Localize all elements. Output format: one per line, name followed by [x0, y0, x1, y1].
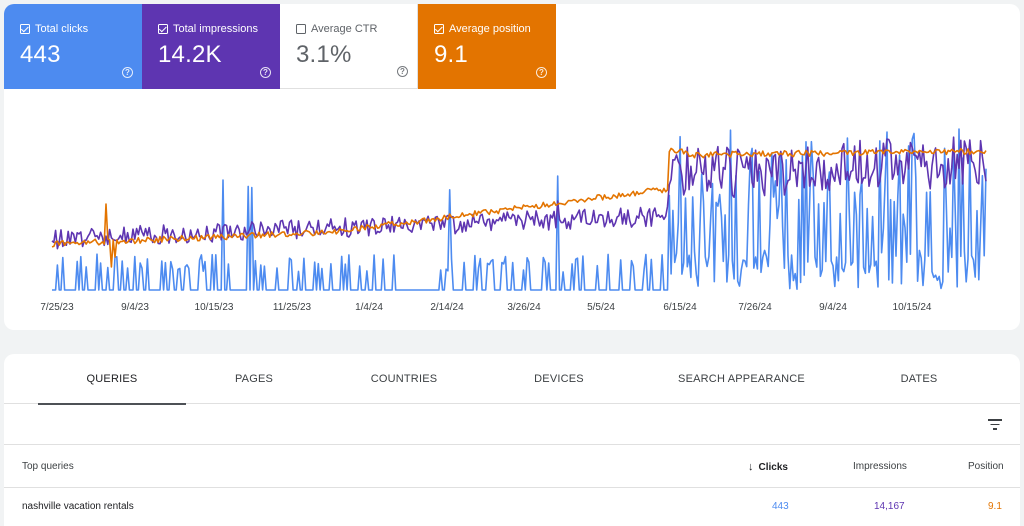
- chart-canvas: 7/25/23 9/4/23 10/15/23 11/25/23 1/4/24 2/14/…: [40, 128, 987, 313]
- table-row[interactable]: nashville vacation rentals 443 14,167 9.…: [4, 488, 1020, 526]
- series-line-total-clicks: [52, 128, 987, 291]
- sort-arrow-icon: ↓: [748, 461, 754, 473]
- query-cell[interactable]: nashville vacation rentals: [22, 501, 134, 512]
- x-tick-label: 1/4/24: [355, 302, 383, 313]
- checkbox-icon: [158, 24, 168, 34]
- table-header: Top queries ↓ Clicks Impressions Position: [4, 446, 1020, 488]
- tab-devices[interactable]: DEVICES: [534, 373, 584, 385]
- x-tick-label: 6/15/24: [663, 302, 697, 313]
- metric-label: Total clicks: [35, 23, 89, 35]
- x-tick-label: 9/4/24: [819, 302, 847, 313]
- x-tick-label: 11/25/23: [273, 302, 312, 313]
- x-tick-label: 5/5/24: [587, 302, 615, 313]
- metric-value: 3.1%: [296, 41, 352, 68]
- column-header-impressions[interactable]: Impressions: [853, 461, 907, 472]
- x-tick-label: 3/26/24: [507, 302, 541, 313]
- help-icon[interactable]: ?: [536, 67, 547, 78]
- x-tick-label: 10/15/24: [893, 302, 932, 313]
- checkbox-icon: [20, 24, 30, 34]
- series-line-average-position: [51, 147, 987, 268]
- metric-average-position[interactable]: Average position 9.1 ?: [418, 4, 556, 89]
- column-header-position[interactable]: Position: [968, 461, 1004, 472]
- help-icon[interactable]: ?: [122, 67, 133, 78]
- table-toolbar: [4, 405, 1020, 445]
- performance-card: Total clicks 443 ? Total impressions 14.…: [4, 4, 1020, 330]
- metric-selector: Total clicks 443 ? Total impressions 14.…: [4, 4, 556, 89]
- metric-label: Average CTR: [311, 23, 378, 35]
- metric-value: 443: [20, 41, 61, 68]
- clicks-cell: 443: [772, 501, 789, 512]
- filter-icon[interactable]: [988, 418, 1002, 430]
- metric-total-clicks[interactable]: Total clicks 443 ?: [4, 4, 142, 89]
- x-tick-label: 7/25/23: [40, 302, 74, 313]
- dimension-tabs: QUERIES PAGES COUNTRIES DEVICES SEARCH A…: [4, 354, 1020, 405]
- tab-queries[interactable]: QUERIES: [38, 354, 186, 405]
- position-cell: 9.1: [988, 501, 1002, 512]
- impressions-cell: 14,167: [874, 501, 905, 512]
- checkbox-icon: [434, 24, 444, 34]
- metric-value: 9.1: [434, 41, 468, 68]
- tab-dates[interactable]: DATES: [900, 373, 938, 385]
- tab-countries[interactable]: COUNTRIES: [370, 373, 438, 385]
- metric-label: Total impressions: [173, 23, 258, 35]
- x-tick-label: 10/15/23: [195, 302, 234, 313]
- data-table-card: QUERIES PAGES COUNTRIES DEVICES SEARCH A…: [4, 354, 1020, 526]
- help-icon[interactable]: ?: [397, 66, 408, 77]
- series-line-total-impressions: [51, 136, 987, 250]
- column-header-clicks[interactable]: ↓ Clicks: [748, 446, 788, 489]
- metric-value: 14.2K: [158, 41, 222, 68]
- x-tick-label: 2/14/24: [430, 302, 464, 313]
- x-tick-label: 7/26/24: [738, 302, 772, 313]
- tab-search-appearance[interactable]: SEARCH APPEARANCE: [678, 373, 805, 385]
- metric-total-impressions[interactable]: Total impressions 14.2K ?: [142, 4, 280, 89]
- column-header-query: Top queries: [22, 461, 74, 472]
- performance-chart[interactable]: 7/25/23 9/4/23 10/15/23 11/25/23 1/4/24 2/14/…: [4, 89, 1020, 330]
- metric-label: Average position: [449, 23, 531, 35]
- metric-average-ctr[interactable]: Average CTR 3.1% ?: [280, 4, 418, 89]
- column-header-clicks-label: Clicks: [758, 462, 788, 473]
- x-tick-label: 9/4/23: [121, 302, 149, 313]
- tab-pages[interactable]: PAGES: [234, 373, 274, 385]
- help-icon[interactable]: ?: [260, 67, 271, 78]
- checkbox-icon: [296, 24, 306, 34]
